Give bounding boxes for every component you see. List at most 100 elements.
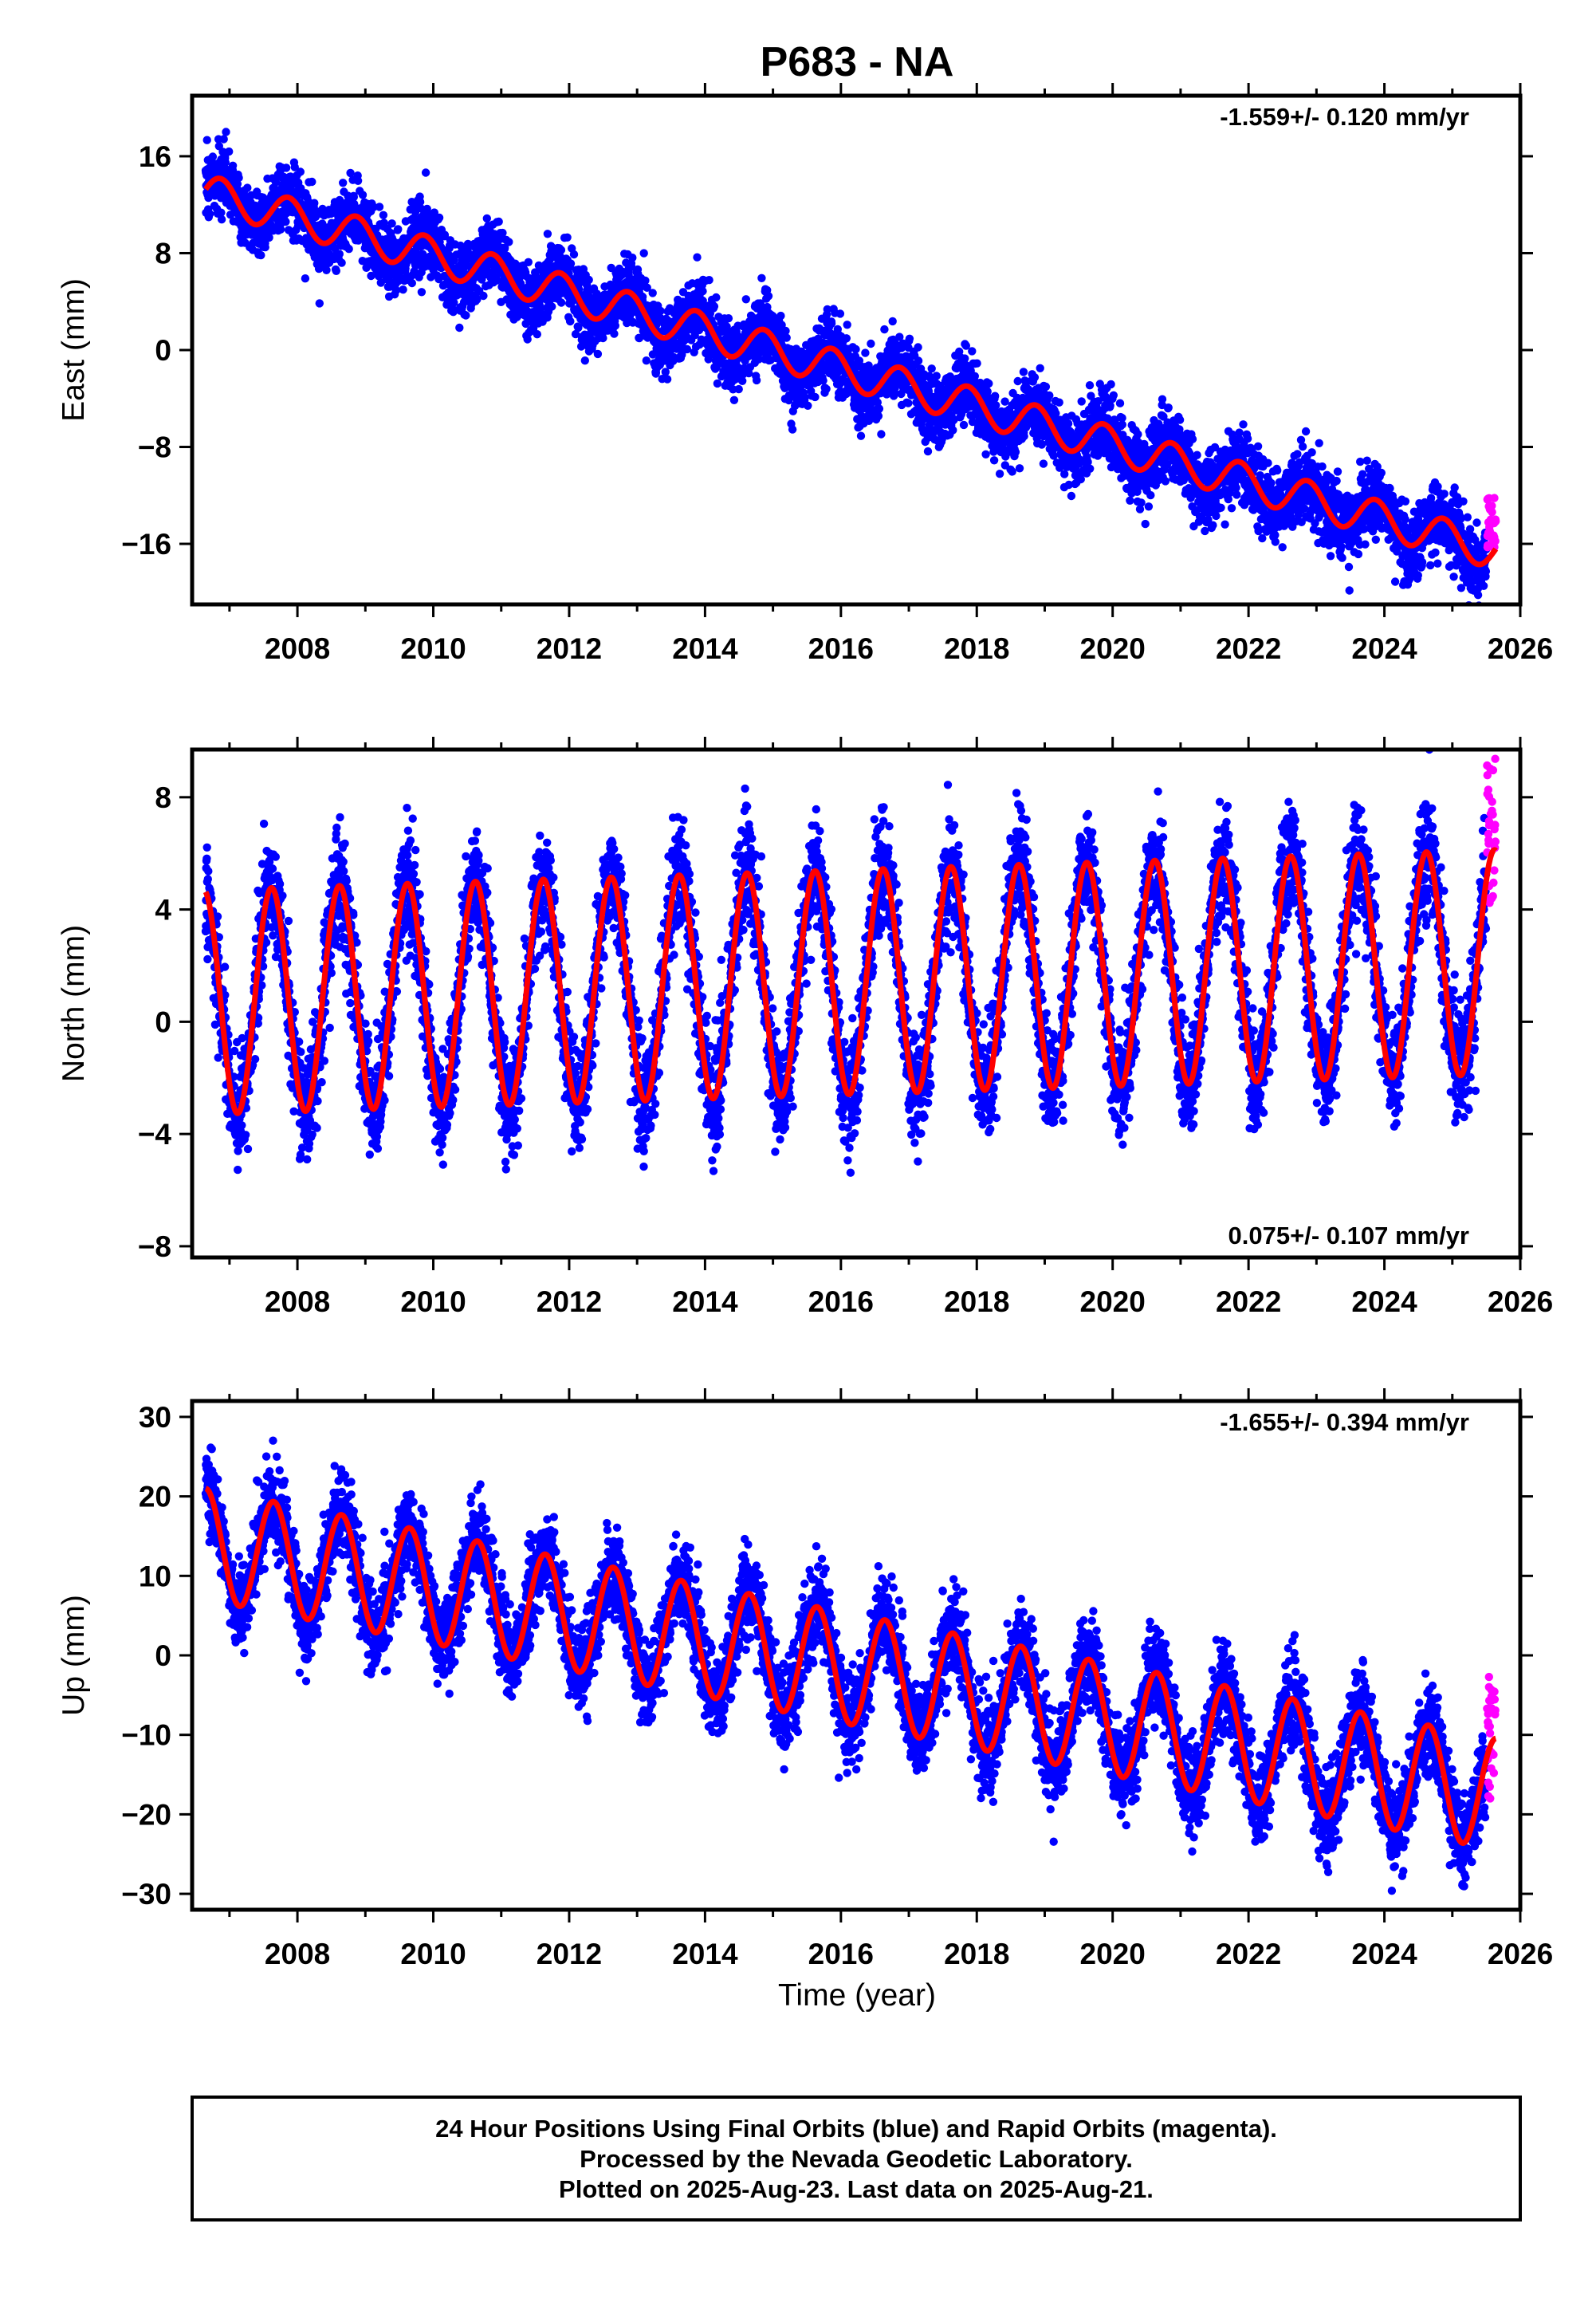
final-point <box>367 271 375 281</box>
final-point <box>764 292 773 301</box>
final-point <box>752 376 761 385</box>
final-point <box>710 302 719 311</box>
east-panel: 2008 2010 2012 2014 2016 2018 2020 2022 2024 2026… <box>57 83 1553 665</box>
final-point <box>1158 395 1167 403</box>
final-point <box>811 392 820 402</box>
final-point <box>867 339 875 348</box>
final-point <box>835 309 845 318</box>
final-point <box>202 136 211 144</box>
final-point <box>1164 403 1173 412</box>
final-point <box>842 334 851 343</box>
final-point <box>642 356 651 365</box>
final-point <box>430 208 438 217</box>
final-point <box>973 359 981 368</box>
final-point <box>1041 382 1051 392</box>
final-point <box>332 266 340 275</box>
final-point <box>1141 519 1150 529</box>
final-point <box>281 217 290 226</box>
final-point <box>318 204 327 214</box>
final-point <box>281 163 291 172</box>
final-point <box>505 238 513 246</box>
final-point <box>1077 397 1086 406</box>
final-point <box>548 302 556 311</box>
final-point <box>819 376 827 385</box>
final-point <box>992 401 1000 410</box>
final-point <box>310 199 319 207</box>
final-point <box>440 230 450 239</box>
final-point <box>208 152 218 161</box>
final-point <box>1030 373 1040 382</box>
final-point <box>904 399 913 407</box>
final-point <box>822 384 831 393</box>
final-point <box>888 317 897 326</box>
final-point <box>1060 470 1069 478</box>
final-point <box>543 230 552 238</box>
final-point <box>741 295 750 304</box>
final-point <box>1137 498 1146 507</box>
final-point <box>949 426 957 435</box>
final-point <box>1008 467 1016 476</box>
final-point <box>877 430 886 439</box>
final-point <box>233 179 242 188</box>
final-point <box>827 319 836 328</box>
final-point <box>724 314 733 323</box>
final-point <box>335 250 344 258</box>
final-point <box>434 213 444 222</box>
final-point <box>1115 399 1125 407</box>
chart-title: P683 - NA <box>761 39 954 85</box>
final-point <box>407 278 416 288</box>
final-point <box>804 401 812 410</box>
final-point <box>861 348 870 357</box>
final-point <box>851 344 860 354</box>
final-point <box>261 242 269 252</box>
final-point <box>641 276 650 285</box>
final-point <box>322 266 331 274</box>
final-point <box>387 219 396 228</box>
final-point <box>353 176 363 185</box>
final-point <box>610 329 619 338</box>
final-point <box>379 211 388 219</box>
final-point <box>344 245 353 254</box>
final-point <box>1067 491 1076 501</box>
final-point <box>648 289 657 297</box>
final-point <box>639 249 648 258</box>
final-point <box>337 258 346 267</box>
final-point <box>628 254 637 262</box>
final-point <box>927 364 936 373</box>
final-point <box>217 194 226 203</box>
final-point <box>566 259 576 268</box>
final-point <box>566 317 575 326</box>
final-point <box>375 203 384 211</box>
final-point <box>985 379 993 388</box>
final-point <box>296 167 305 176</box>
final-point <box>729 396 739 404</box>
final-point <box>462 311 470 320</box>
final-point <box>1055 398 1063 407</box>
final-point <box>800 393 809 402</box>
final-point <box>599 333 607 343</box>
final-point <box>757 274 766 282</box>
final-point <box>875 404 884 413</box>
final-point <box>1015 464 1024 473</box>
final-point <box>734 384 743 394</box>
final-point <box>1144 502 1154 511</box>
final-point <box>1085 381 1095 390</box>
final-point <box>788 425 797 434</box>
final-point <box>1146 490 1155 500</box>
final-point <box>349 192 358 202</box>
final-point <box>290 163 299 171</box>
final-point <box>421 168 430 177</box>
final-point <box>914 343 922 352</box>
final-point <box>705 276 713 285</box>
final-point <box>563 233 572 242</box>
final-point <box>970 372 980 380</box>
final-point <box>219 135 228 144</box>
final-point <box>1036 364 1044 372</box>
final-point <box>217 215 226 224</box>
final-point <box>1134 430 1142 439</box>
final-point <box>776 311 785 321</box>
final-point <box>584 275 593 285</box>
final-point <box>1000 397 1009 406</box>
final-point <box>243 183 252 192</box>
